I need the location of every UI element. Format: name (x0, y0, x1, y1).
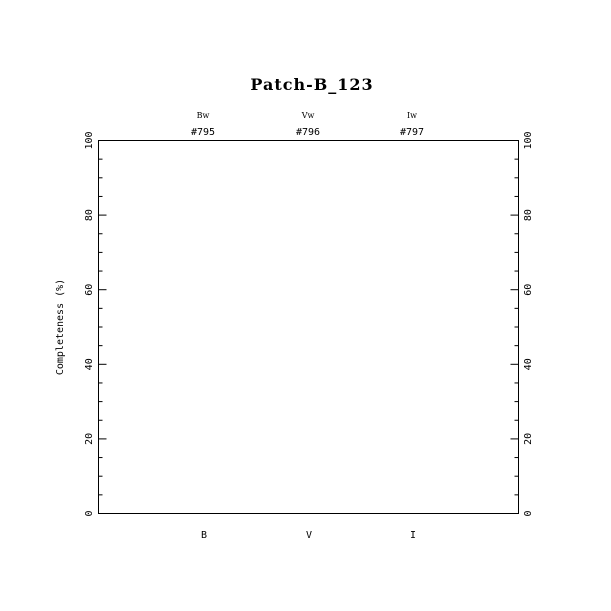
frame-id-label: #796 (296, 127, 320, 138)
filter-label: Bw (197, 111, 210, 120)
y-tick-label-left: 0 (84, 510, 95, 516)
x-tick-label: V (306, 530, 312, 541)
y-tick-label-right: 40 (523, 358, 534, 370)
y-tick-label-left: 100 (84, 131, 95, 149)
y-tick-label-right: 100 (523, 131, 534, 149)
y-tick-label-left: 40 (84, 358, 95, 370)
filter-label: Vw (301, 111, 315, 120)
y-tick-label-right: 20 (523, 433, 534, 445)
x-tick-label: I (410, 530, 416, 541)
y-tick-label-right: 60 (523, 284, 534, 296)
frame-id-label: #795 (191, 127, 215, 138)
y-tick-label-left: 20 (84, 433, 95, 445)
y-tick-label-left: 60 (84, 284, 95, 296)
y-tick-label-left: 80 (84, 209, 95, 221)
y-axis-label: Completeness (%) (55, 279, 66, 375)
y-tick-label-right: 80 (523, 209, 534, 221)
filter-label: Iw (407, 111, 417, 120)
frame-id-label: #797 (400, 127, 424, 138)
chart-title: Patch-B_123 (250, 75, 373, 94)
x-tick-label: B (201, 530, 207, 541)
y-tick-label-right: 0 (523, 510, 534, 516)
plot-frame (98, 140, 519, 514)
